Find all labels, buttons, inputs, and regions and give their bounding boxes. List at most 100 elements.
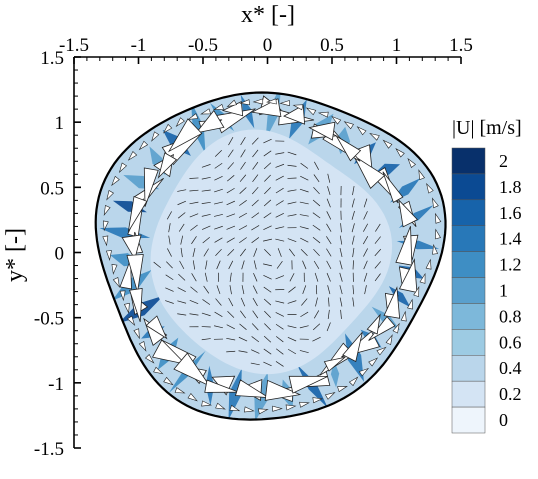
core-vector <box>214 162 223 169</box>
core-vector <box>263 348 272 355</box>
annulus-vector <box>119 259 132 290</box>
core-vector <box>301 298 308 306</box>
core-vector <box>263 286 272 293</box>
core-vector <box>189 299 199 305</box>
core-vector <box>201 176 211 180</box>
wall-vector <box>419 272 426 284</box>
wall-vector <box>425 258 432 270</box>
core-vector <box>352 285 355 295</box>
core-vector <box>189 313 199 316</box>
core-vector <box>327 309 330 319</box>
wall-vector <box>331 115 342 125</box>
wall-vector <box>385 334 393 346</box>
core-vector <box>253 272 258 282</box>
colorbar-swatch <box>451 406 486 434</box>
wall-vector <box>343 121 354 130</box>
core-vector <box>214 201 223 205</box>
core-vector <box>275 238 285 242</box>
core-vector <box>363 272 368 282</box>
wall-vector <box>356 126 367 136</box>
core-vector <box>201 225 211 230</box>
wall-vector <box>187 392 198 402</box>
core-vector <box>203 285 210 294</box>
core-vector <box>205 260 208 270</box>
core-vector <box>214 237 223 243</box>
core-vector <box>276 261 283 269</box>
core-vector <box>275 175 284 181</box>
wall-vector <box>175 117 185 128</box>
annulus-vector <box>398 198 419 228</box>
core-vector <box>277 248 282 257</box>
colorbar-label: 1.2 <box>499 255 522 275</box>
core-vector <box>167 248 172 257</box>
core-vector <box>215 248 222 257</box>
core-vector <box>362 235 369 245</box>
core-vector <box>202 236 210 244</box>
wall-vector <box>174 387 186 394</box>
core-vector <box>326 272 331 282</box>
core-vector <box>275 226 285 230</box>
core-vector <box>177 200 187 206</box>
wall-vector <box>127 315 136 327</box>
core-vector <box>240 297 246 307</box>
colorbar-label: 0.4 <box>499 358 522 378</box>
core-vector <box>226 324 235 330</box>
core-vector <box>363 198 368 208</box>
wall-vector <box>243 406 255 413</box>
wall-vector <box>337 386 348 393</box>
core-vector <box>203 248 209 257</box>
core-vector <box>215 298 222 306</box>
core-vector <box>252 310 259 319</box>
core-vector <box>251 186 259 195</box>
core-vector <box>214 311 223 318</box>
core-vector <box>191 273 197 282</box>
core-vector <box>300 311 309 318</box>
core-vector <box>299 188 309 193</box>
annulus-vector <box>221 100 244 117</box>
wall-vector <box>111 264 118 275</box>
core-vector <box>363 248 368 257</box>
core-vector <box>192 247 196 258</box>
core-vector <box>314 161 320 170</box>
wall-vector <box>138 140 149 151</box>
annulus-vector <box>283 104 306 125</box>
wall-vector <box>112 277 120 288</box>
core-vector <box>275 187 284 194</box>
core-vector <box>352 297 355 307</box>
colorbar-label: 1.8 <box>499 177 522 197</box>
annulus-vector <box>143 167 159 207</box>
core-vector <box>374 236 381 244</box>
colorbar-label: 1 <box>499 281 508 301</box>
x-axis-ticks: -1.5 -1 -0.5 0 0.5 1 1.5 <box>59 35 473 64</box>
core-vector <box>327 186 331 196</box>
core-vector <box>287 214 297 217</box>
core-vector <box>253 260 257 270</box>
core-vector <box>275 152 285 155</box>
x-tick-label: 0.5 <box>320 35 344 56</box>
core-vector <box>214 225 223 230</box>
core-vector <box>263 162 272 170</box>
core-vector <box>263 138 272 144</box>
core-vector <box>287 325 297 329</box>
wall-vector <box>400 310 407 322</box>
colorbar-swatch <box>451 277 486 304</box>
wall-vector <box>201 400 213 407</box>
core-vector <box>214 150 222 157</box>
core-vector <box>328 297 330 307</box>
wall-vector <box>200 108 212 115</box>
core-vector <box>363 211 368 220</box>
core-vector <box>264 187 271 195</box>
annulus-vector <box>121 234 142 261</box>
wall-vector <box>292 104 304 111</box>
core-vector <box>314 272 319 282</box>
core-vector <box>275 361 284 367</box>
core-vector <box>263 263 272 267</box>
wall-vector <box>153 366 164 375</box>
core-vector <box>214 325 223 329</box>
core-vector <box>339 235 343 245</box>
core-vector <box>229 285 232 295</box>
core-vector <box>299 325 309 329</box>
core-vector <box>226 337 236 341</box>
core-vector <box>168 235 171 245</box>
core-vector <box>239 187 247 194</box>
